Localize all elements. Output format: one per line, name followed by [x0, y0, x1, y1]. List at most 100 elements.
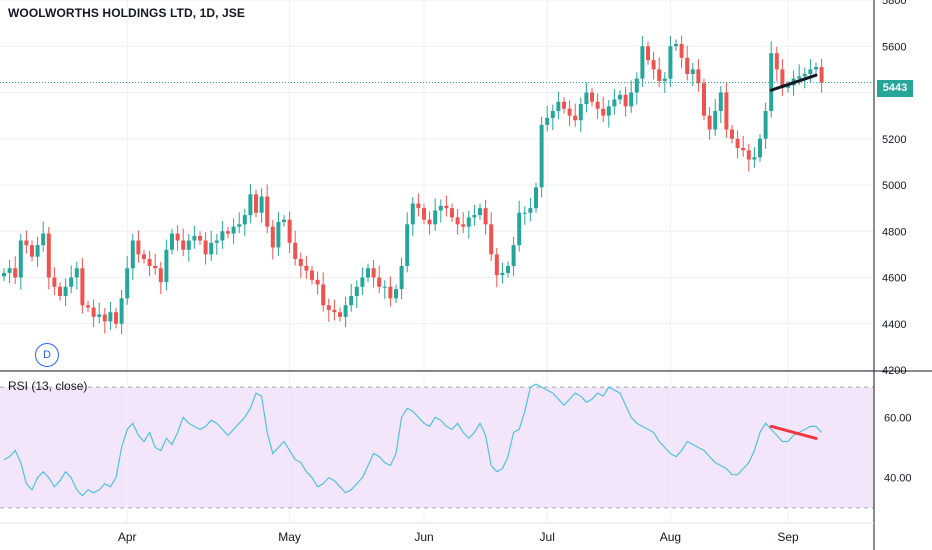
- candle-down: [377, 277, 382, 287]
- candle-up: [410, 203, 415, 225]
- candle-up: [130, 240, 135, 269]
- candle-up: [511, 245, 516, 266]
- candle-down: [696, 69, 701, 84]
- candle-down: [30, 245, 34, 257]
- candle-up: [612, 99, 617, 107]
- y-tick-label: 5600: [882, 41, 906, 53]
- candle-up: [35, 245, 40, 257]
- candle-down: [203, 240, 208, 255]
- candle-down: [562, 101, 566, 109]
- candle-down: [819, 67, 824, 83]
- candle-up: [500, 272, 505, 276]
- candle-down: [175, 233, 180, 241]
- candle-down: [326, 305, 331, 310]
- candle-up: [405, 224, 410, 266]
- candle-up: [472, 215, 477, 218]
- candle-down: [590, 92, 594, 102]
- candle-up: [209, 242, 214, 255]
- candle-down: [321, 284, 326, 306]
- candle-down: [416, 203, 421, 209]
- candle-up: [74, 268, 79, 278]
- price-trendline: [769, 73, 818, 92]
- candle-down: [483, 208, 488, 225]
- candle-down: [707, 115, 712, 130]
- rsi-line: [3, 383, 823, 497]
- chart-title: WOOLWORTHS HOLDINGS LTD, 1D, JSE: [8, 6, 245, 20]
- candle-down: [287, 219, 292, 243]
- candle-down: [254, 194, 258, 213]
- candle-down: [86, 305, 90, 308]
- candle-up: [808, 69, 813, 74]
- candle-up: [584, 92, 589, 105]
- candle-down: [646, 46, 650, 61]
- candle-down: [702, 83, 706, 116]
- candle-down: [388, 286, 393, 299]
- candle-up: [108, 312, 113, 322]
- y-tick-label: 5000: [882, 180, 906, 192]
- candle-up: [97, 314, 102, 317]
- candle-up: [690, 69, 695, 74]
- candle-up: [528, 208, 533, 213]
- candle-up: [718, 92, 723, 111]
- candle-down: [304, 265, 309, 271]
- candle-down: [461, 224, 466, 227]
- candle-up: [186, 240, 191, 250]
- candle-down: [226, 231, 230, 234]
- candle-down: [371, 268, 376, 278]
- candle-up: [752, 157, 757, 160]
- candle-up: [674, 43, 678, 47]
- last-price-badge: 5443: [877, 80, 913, 97]
- candle-up: [382, 286, 387, 288]
- candle-down: [102, 314, 107, 322]
- candle-up: [534, 187, 538, 209]
- candle-down: [623, 94, 628, 107]
- rsi-tick-label: 60.00: [884, 412, 912, 424]
- candle-down: [158, 268, 163, 283]
- candle-up: [63, 286, 68, 296]
- candle-up: [522, 212, 527, 214]
- candle-up: [545, 117, 550, 125]
- candle-down: [567, 108, 572, 116]
- candle-up: [662, 78, 667, 81]
- candle-up: [539, 124, 544, 188]
- y-tick-label: 4800: [882, 226, 906, 238]
- candle-up: [248, 194, 253, 216]
- timeframe-badge[interactable]: D: [35, 343, 59, 367]
- candle-down: [657, 69, 662, 81]
- y-tick-label: 4600: [882, 273, 906, 285]
- candle-up: [276, 222, 281, 248]
- candle-up: [578, 104, 583, 121]
- candle-down: [181, 240, 186, 250]
- candle-down: [80, 268, 85, 306]
- x-tick-label: May: [278, 530, 301, 544]
- candle-down: [315, 279, 320, 285]
- candle-up: [242, 215, 247, 225]
- candle-down: [153, 265, 158, 269]
- candle-up: [433, 210, 438, 225]
- candle-down: [24, 240, 29, 246]
- candle-up: [366, 268, 370, 278]
- x-tick-label: Jul: [540, 530, 555, 544]
- candle-up: [466, 217, 471, 227]
- y-tick-label: 5800: [882, 0, 906, 7]
- candle-down: [741, 148, 746, 151]
- x-tick-label: Apr: [118, 530, 137, 544]
- candle-down: [427, 219, 432, 225]
- candle-up: [763, 111, 768, 139]
- rsi-band: [0, 387, 874, 508]
- candle-up: [170, 233, 174, 250]
- candle-up: [18, 240, 23, 278]
- candle-down: [147, 259, 152, 266]
- candle-down: [136, 240, 141, 255]
- candle-up: [556, 101, 561, 111]
- candle-up: [119, 298, 124, 324]
- candle-up: [349, 296, 354, 306]
- candle-down: [91, 307, 96, 317]
- candle-down: [679, 43, 684, 58]
- candle-down: [450, 208, 454, 218]
- candle-up: [394, 289, 398, 299]
- candle-down: [455, 217, 460, 225]
- candle-down: [332, 309, 337, 313]
- candle-up: [192, 235, 197, 241]
